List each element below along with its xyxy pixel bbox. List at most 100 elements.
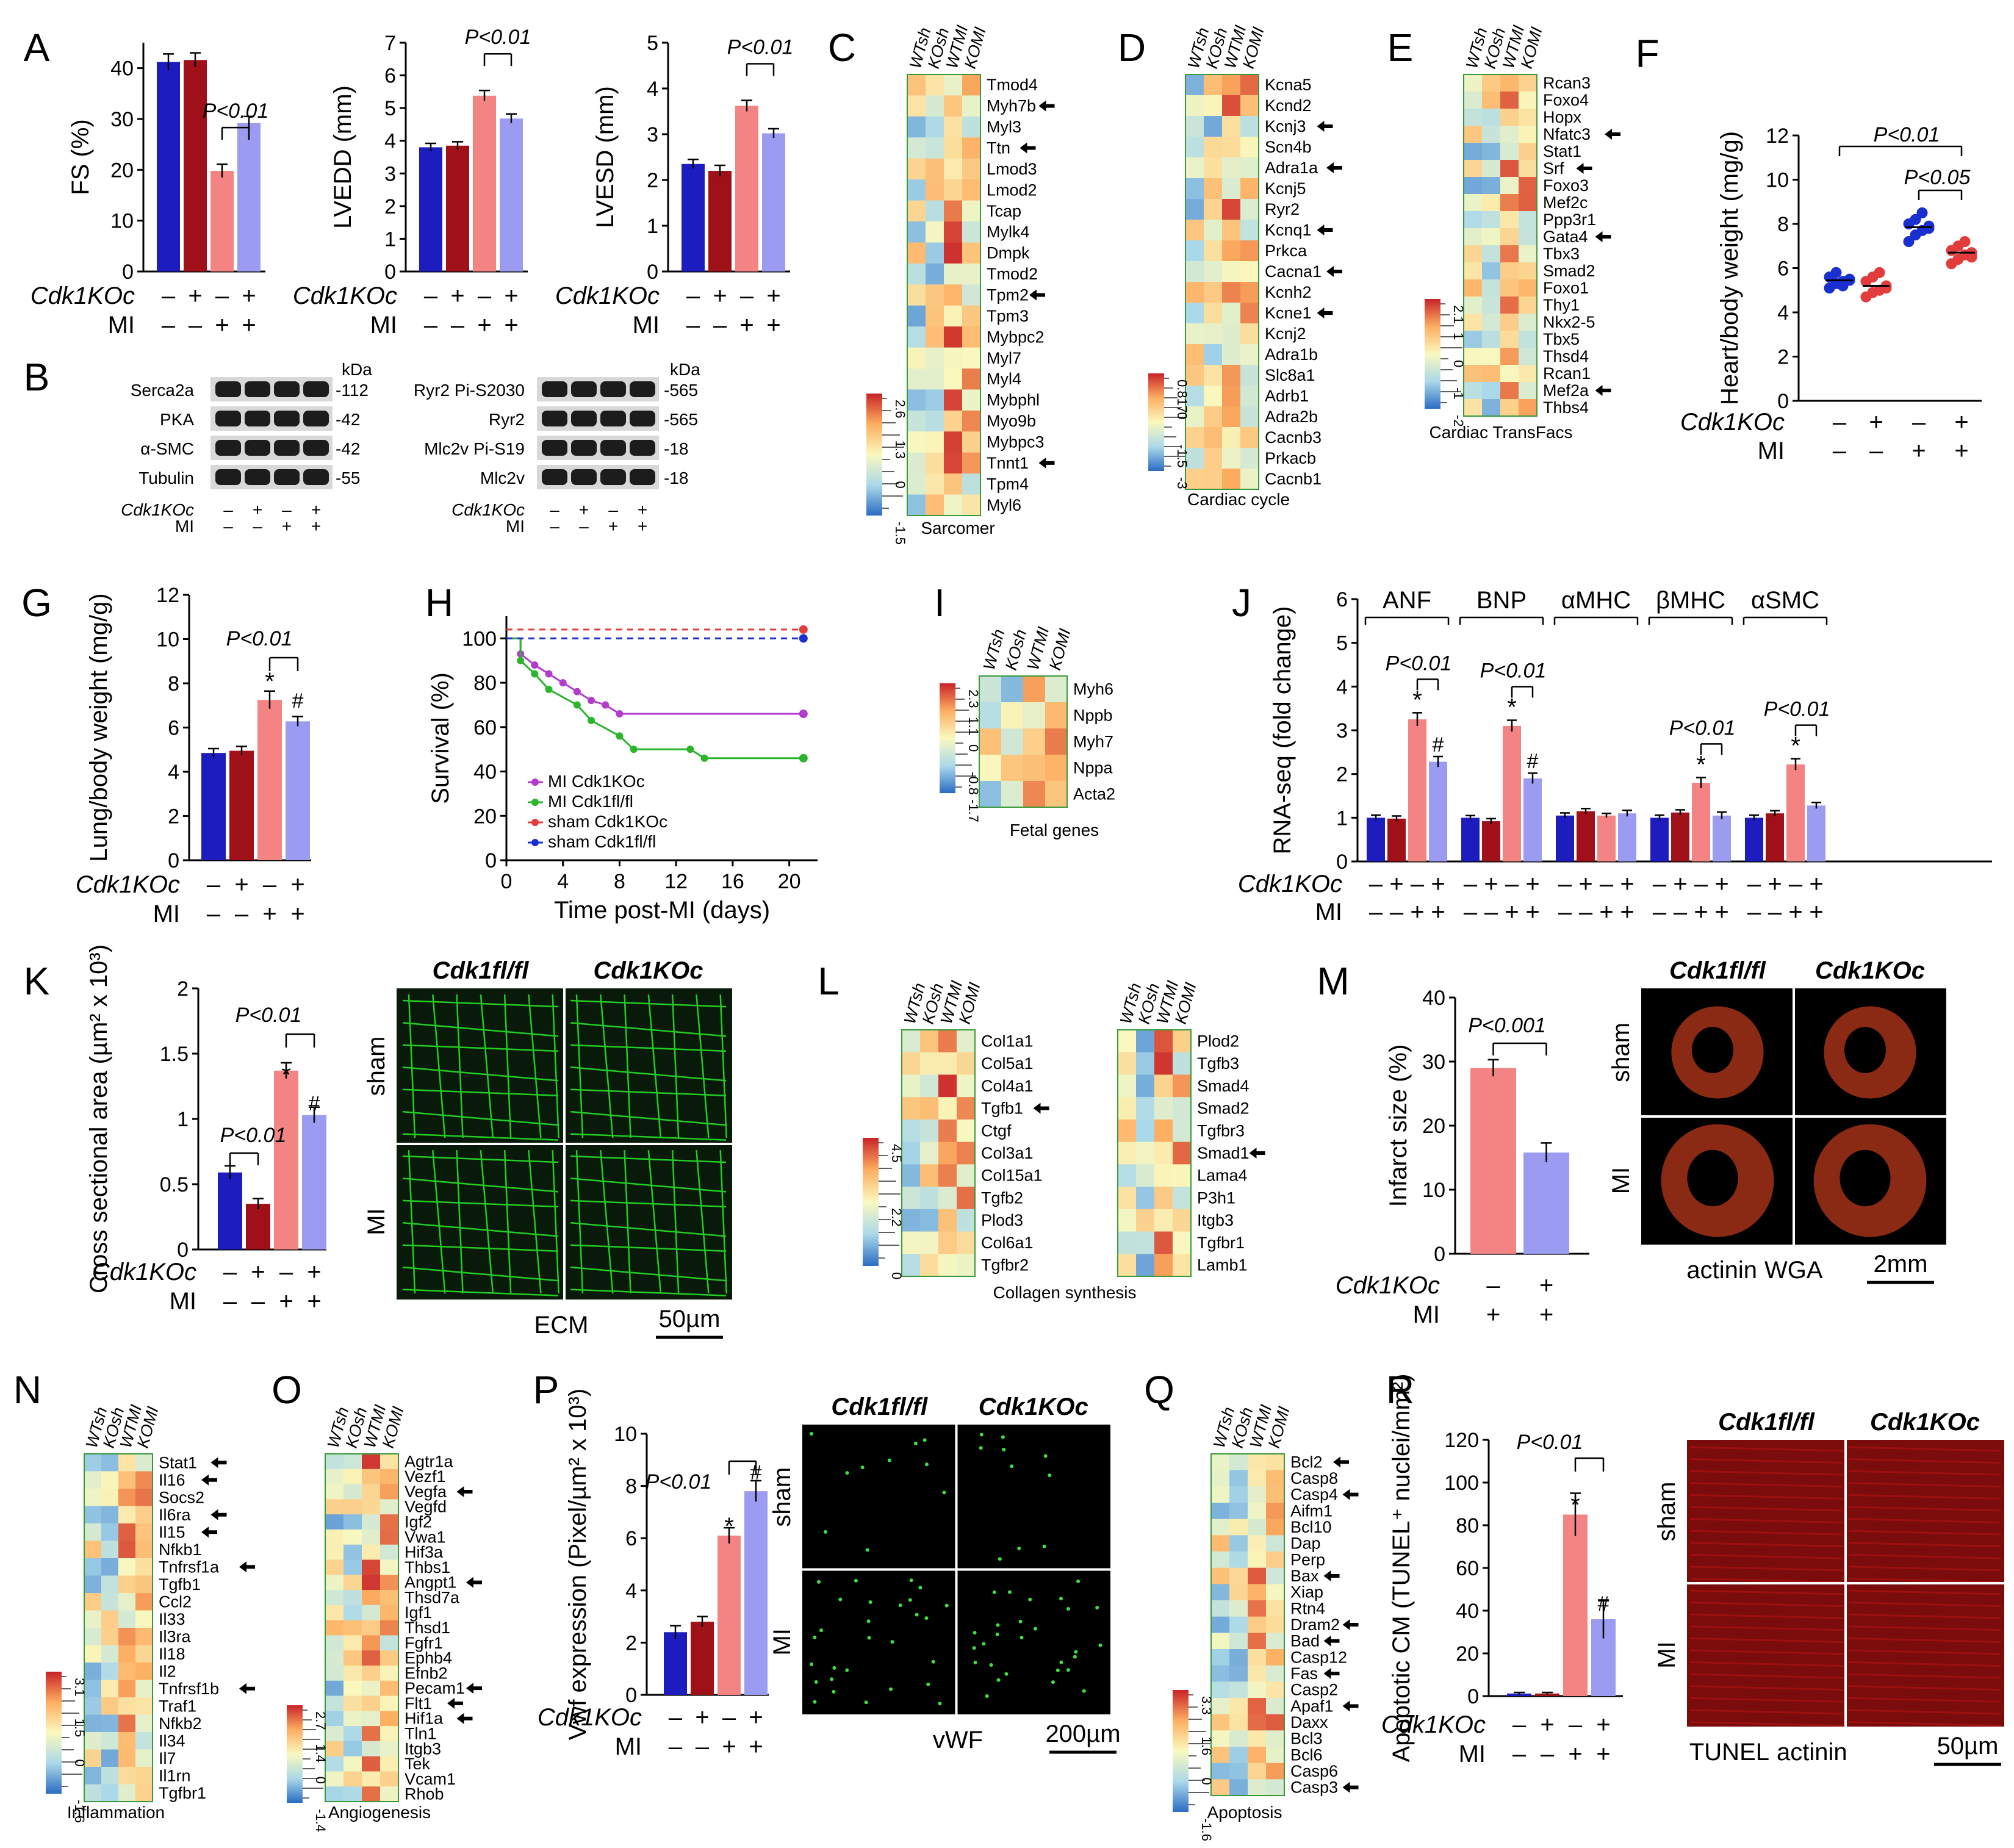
column-title: Cdk1fl/fl (831, 1393, 928, 1420)
gene-label: Nfatc3 (1543, 125, 1591, 143)
heatmap-cell (343, 1575, 362, 1591)
heatmap-cell (325, 1665, 344, 1681)
tissue-fiber (1689, 1553, 1843, 1559)
cdk1-sign: + (579, 500, 589, 519)
heatmap-cell (907, 431, 926, 453)
heatmap-cell (962, 347, 981, 369)
cdk1-sign: + (251, 1259, 265, 1285)
heatmap-cell (1204, 74, 1223, 96)
cdk1-sign: – (1558, 871, 1572, 897)
heatmap-cell (1248, 1584, 1267, 1601)
heatmap-cell (1482, 92, 1501, 109)
legend-marker (531, 778, 539, 786)
gene-label: Myo9b (987, 412, 1036, 430)
heatmap-cell (1240, 240, 1259, 262)
heatmap-cell (1185, 386, 1204, 407)
heatmap-cell (325, 1786, 344, 1802)
column-title: Cdk1KOc (1870, 1409, 1980, 1436)
heatmap-cell (1229, 1551, 1248, 1569)
cdk1-sign: + (1540, 1711, 1554, 1738)
heatmap-cell (118, 1645, 136, 1663)
heatmap-cell (84, 1593, 102, 1611)
bar-3 (302, 1115, 326, 1249)
gene-label: Myh7b (987, 97, 1036, 115)
heatmap-cell (1500, 228, 1519, 246)
x-tick-label: 8 (614, 870, 625, 893)
tissue-line (528, 1149, 542, 1294)
heatmap-cell (1222, 282, 1241, 303)
heatmap-cell (343, 1529, 362, 1545)
mi-sign: + (1714, 899, 1728, 926)
heatmap-cell (362, 1605, 381, 1621)
gene-label: Socs2 (159, 1488, 204, 1506)
gene-label: Tpm3 (987, 307, 1029, 325)
tissue-line (432, 994, 446, 1138)
heatmap-cell (1204, 344, 1223, 365)
row-title: MI (1653, 1641, 1680, 1668)
cdk1-sign: + (1484, 871, 1498, 897)
heatmap-cell (962, 305, 981, 327)
tissue-line (570, 1289, 727, 1296)
heatmap-cell (1519, 399, 1537, 417)
cdk1-sign: + (290, 871, 304, 898)
gene-label: Hif1a (405, 1710, 444, 1728)
heatmap-cell (84, 1523, 102, 1541)
scale-tick-label: 0 (893, 481, 908, 488)
blot-band (630, 440, 655, 456)
heatmap-cell (1482, 74, 1501, 92)
gene-label: Tgfbr3 (1197, 1121, 1245, 1140)
tissue-line (624, 994, 631, 1138)
y-tick-label: 0 (485, 849, 497, 872)
heatmap-cell (1248, 1649, 1267, 1666)
heatmap-cell (1229, 1584, 1248, 1601)
p-value-label: P<0.01 (1764, 698, 1830, 721)
heatmap-cell (84, 1541, 102, 1559)
heatmap-cell (938, 1097, 957, 1120)
heatmap-cell (84, 1680, 102, 1698)
blot-band (600, 440, 626, 456)
heatmap-cell (343, 1484, 362, 1500)
stain-dot (908, 1598, 912, 1602)
heatmap-cell (1240, 303, 1259, 324)
heatmap-cell (962, 410, 981, 432)
stain-dot (909, 1578, 913, 1583)
y-tick-label: 2 (647, 169, 658, 192)
heatmap-cell (343, 1605, 362, 1621)
heatmap-cell (1500, 160, 1519, 178)
gene-label: Prkca (1265, 242, 1307, 260)
heatmap-cell (1211, 1730, 1230, 1747)
heatmap-cell (84, 1454, 102, 1472)
gene-label: Tgfbr1 (1197, 1234, 1245, 1252)
heatmap-cell (1519, 262, 1537, 280)
mi-sign: + (638, 517, 647, 536)
bar (1482, 821, 1500, 861)
arrow-icon (1342, 1700, 1359, 1712)
gene-label: Gata4 (1543, 228, 1588, 246)
heatmap-cell (926, 431, 944, 453)
event-point (630, 746, 638, 753)
heatmap-cell (1500, 262, 1519, 280)
gene-label: Kcna5 (1265, 76, 1312, 94)
gene-label: Mybphl (987, 391, 1040, 409)
heatmap-cell (101, 1628, 119, 1645)
panel-letter-O: O (272, 1368, 302, 1412)
scale-tick-label: 3.1 (72, 1678, 87, 1697)
stain-dot (1066, 1668, 1070, 1672)
heatmap-cell (1248, 1714, 1267, 1731)
heatmap-cell (962, 221, 981, 243)
mi-row-label: MI (170, 1288, 196, 1315)
y-tick-label: 40 (473, 761, 497, 784)
heatmap-cell (1519, 245, 1537, 263)
heatmap-cell (920, 1231, 939, 1254)
arrow-icon (239, 1561, 255, 1573)
heatmap-cell (343, 1650, 362, 1666)
tissue-line (671, 994, 680, 1138)
event-point (686, 746, 694, 753)
stain-dot (817, 1580, 821, 1584)
heatmap-cell (907, 158, 926, 180)
event-point (700, 754, 708, 762)
gene-label: Dap (1290, 1534, 1321, 1553)
cdk1-sign: – (263, 871, 277, 898)
arrow-icon (1323, 1635, 1340, 1647)
y-axis-label: Vwf expression (Pixel/µm² x 10³) (564, 1389, 591, 1741)
